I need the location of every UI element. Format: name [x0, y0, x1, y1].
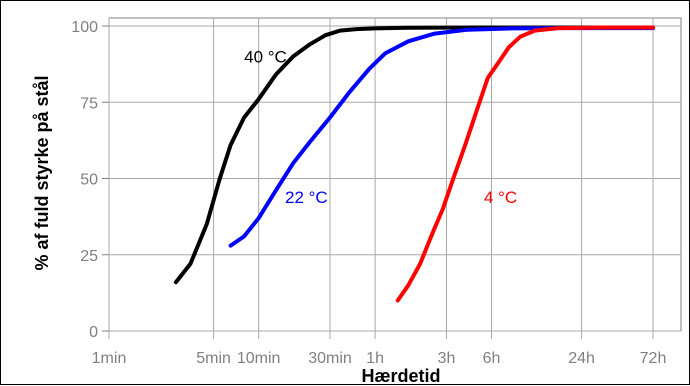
- series-label: 22 °C: [285, 188, 328, 207]
- y-tick-label: 0: [89, 324, 98, 341]
- x-tick-label: 10min: [237, 350, 281, 367]
- x-tick-label: 30min: [308, 350, 352, 367]
- series-labels: 40 °C 22 °C 4 °C: [244, 48, 517, 207]
- x-tick-label: 1h: [366, 350, 384, 367]
- x-axis-title: Hærdetid: [361, 366, 440, 386]
- series-line: [173, 25, 655, 285]
- x-tick-label: 24h: [568, 350, 595, 367]
- y-tick-label: 75: [80, 95, 98, 112]
- x-tick-label: 3h: [438, 350, 456, 367]
- series-line: [395, 25, 655, 303]
- series-line: [228, 26, 655, 248]
- y-axis-ticks: 0 25 50 75 100: [71, 19, 109, 341]
- x-tick-label: 72h: [640, 350, 667, 367]
- x-tick-label: 6h: [483, 350, 501, 367]
- plot-area: [108, 17, 682, 332]
- series-group: [173, 25, 655, 303]
- series-label: 4 °C: [484, 188, 517, 207]
- y-tick-label: 100: [71, 19, 98, 36]
- y-axis-title: % af fuld styrke på stål: [32, 75, 52, 270]
- x-axis-ticks: 1min 5min 10min 30min 1h 3h 6h 24h 72h: [92, 350, 667, 367]
- x-tick-label: 1min: [92, 350, 127, 367]
- x-tick-label: 5min: [196, 350, 231, 367]
- y-tick-label: 50: [80, 172, 98, 189]
- series-label: 40 °C: [244, 48, 287, 67]
- y-tick-label: 25: [80, 248, 98, 265]
